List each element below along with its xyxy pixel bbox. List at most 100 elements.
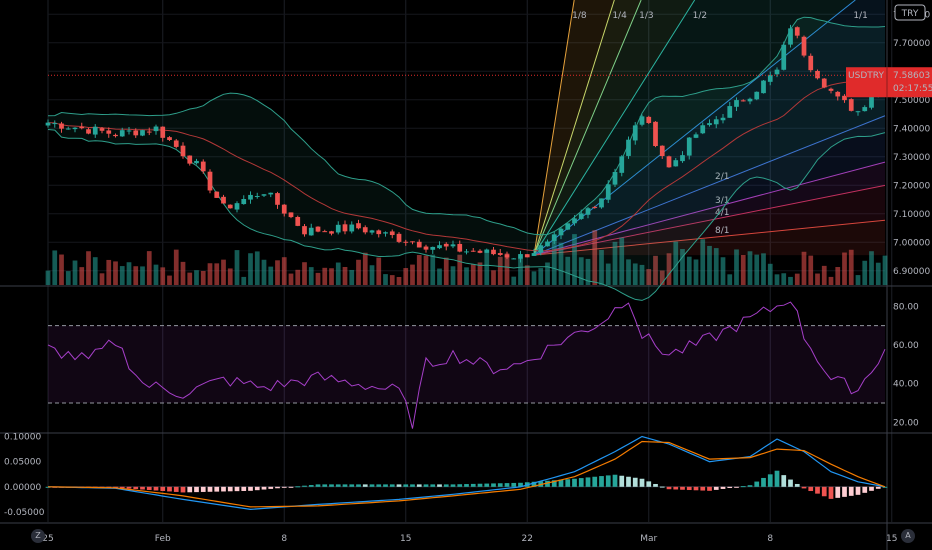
candle-body (862, 107, 868, 112)
macd-histogram-bar (329, 484, 334, 487)
countdown-label: 02:17:55 (893, 84, 932, 94)
macd-histogram-bar (349, 484, 355, 487)
macd-histogram-bar (720, 486, 726, 489)
candle-body (322, 231, 328, 233)
time-tick-label: 25 (42, 534, 53, 544)
price-tick-label: 7.70000 (893, 39, 930, 49)
volume-bar (632, 263, 638, 285)
rsi-panel (47, 301, 886, 429)
fan-label: 1/4 (612, 11, 627, 21)
volume-bar (335, 262, 341, 285)
candle-body (801, 36, 807, 56)
volume-bar (754, 254, 760, 285)
candle-body (592, 206, 598, 208)
macd-histogram-bar (835, 486, 841, 498)
macd-panel (45, 435, 888, 511)
macd-histogram-bar (781, 475, 787, 487)
macd-histogram-bar (153, 486, 159, 491)
volume-bar (545, 262, 550, 285)
signal-line (47, 440, 886, 508)
candle-body (781, 44, 787, 70)
auto-scale-button[interactable]: A (901, 529, 915, 543)
candle-body (545, 241, 550, 247)
candle-body (605, 184, 611, 200)
candle-body (484, 249, 490, 253)
candle-body (430, 246, 436, 250)
macd-histogram-bar (862, 486, 868, 493)
macd-histogram-bar (403, 484, 409, 487)
volume-bar (572, 234, 577, 285)
macd-histogram-bar (754, 481, 760, 487)
macd-histogram-bar (234, 486, 240, 492)
macd-histogram-bar (308, 485, 314, 487)
volume-bar (761, 253, 766, 285)
volume-bar (673, 241, 679, 285)
macd-histogram-bar (869, 486, 874, 491)
candle-body (808, 55, 814, 71)
candle-body (133, 130, 139, 136)
macd-histogram-bar (801, 486, 807, 489)
candle-body (126, 130, 132, 132)
candle-body (227, 204, 233, 209)
macd-histogram-bar (848, 486, 854, 496)
volume-bar (79, 267, 85, 285)
candle-body (619, 156, 625, 173)
macd-histogram-bar (146, 486, 152, 491)
macd-histogram-bar (653, 483, 658, 487)
volume-bar (106, 259, 112, 285)
macd-histogram-bar (875, 486, 881, 489)
candle-body (524, 254, 530, 258)
timezone-button[interactable]: Z (31, 529, 45, 543)
macd-histogram-bar (126, 486, 132, 489)
macd-histogram-bar (369, 484, 375, 487)
candle-body (200, 161, 206, 172)
volume-bar (423, 255, 429, 285)
macd-histogram-bar (659, 486, 665, 488)
macd-histogram-bar (389, 484, 395, 487)
macd-histogram-bar (646, 481, 652, 487)
candle-body (335, 224, 341, 233)
macd-histogram-bar (673, 486, 679, 490)
volume-bar (221, 259, 226, 285)
macd-histogram-bar (464, 484, 469, 487)
fan-line (533, 0, 615, 256)
candle-body (59, 123, 64, 129)
volume-bar (153, 264, 159, 285)
volume-bar (464, 267, 469, 285)
volume-bar (403, 268, 409, 285)
volume-bar (241, 276, 247, 285)
candle-body (646, 116, 652, 123)
candle-body (119, 130, 125, 137)
fan-label: 1/3 (639, 11, 653, 21)
time-tick-label: 15 (400, 534, 411, 544)
volume-bar (626, 259, 631, 285)
candle-body (632, 125, 638, 141)
fan-zone (534, 0, 885, 256)
candle-body (241, 198, 247, 205)
volume-bar (781, 273, 787, 285)
candle-body (653, 121, 658, 146)
macd-histogram-bar (207, 486, 213, 492)
candle-body (572, 218, 577, 224)
volume-bar (808, 255, 814, 285)
volume-bar (619, 237, 625, 285)
time-tick-label: Mar (640, 534, 657, 544)
volume-bar (666, 253, 672, 285)
macd-histogram-bar (173, 486, 179, 492)
volume-bar (578, 257, 584, 285)
candle-body (362, 227, 368, 233)
volume-bar (531, 271, 537, 285)
fan-label: 2/1 (715, 172, 729, 182)
volume-bar (497, 256, 503, 285)
bollinger-upper (47, 16, 886, 236)
candle-body (680, 155, 685, 162)
volume-bar (605, 263, 611, 285)
rsi-line (47, 301, 886, 429)
macd-histogram-bar (855, 486, 861, 495)
macd-histogram-bar (491, 483, 496, 487)
candle-body (275, 193, 280, 205)
volume-bar (416, 254, 422, 285)
candle-body (869, 96, 874, 108)
fan-line (533, 0, 642, 256)
